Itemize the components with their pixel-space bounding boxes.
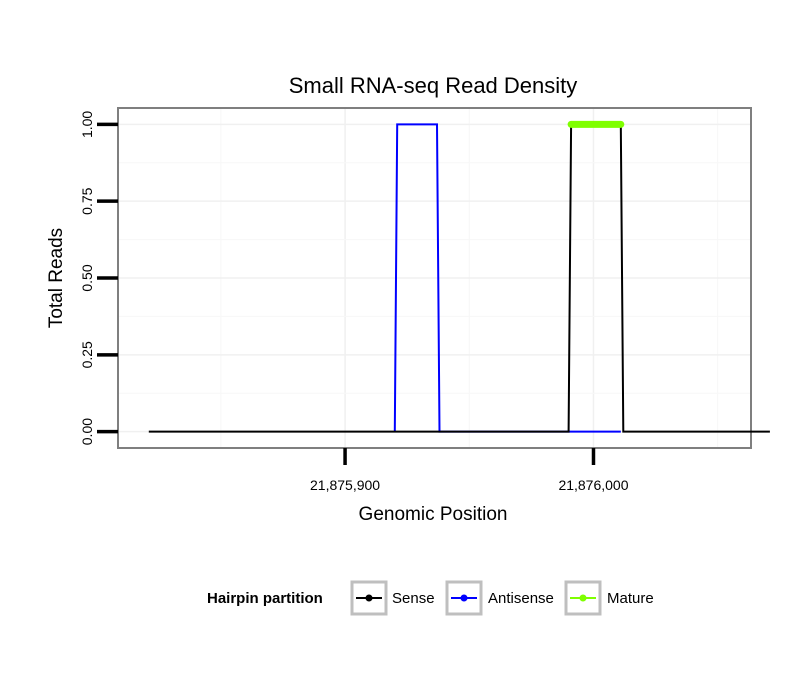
legend-label: Sense [392, 590, 435, 607]
y-tick-label: 0.75 [79, 187, 95, 214]
legend-item-sense: Sense [350, 580, 435, 616]
legend-key-box [350, 580, 388, 616]
legend: Hairpin partition Sense Antisense Mature [207, 580, 654, 616]
legend-key-dot [365, 594, 373, 602]
legend-label: Mature [607, 590, 654, 607]
legend-item-mature: Mature [564, 580, 654, 616]
x-tick-label: 21,875,900 [310, 477, 380, 493]
legend-key-dot [579, 594, 587, 602]
y-tick-label: 1.00 [79, 111, 95, 138]
legend-key-dot [460, 594, 468, 602]
series-group [148, 120, 770, 433]
x-tick-label: 21,876,000 [558, 477, 628, 493]
legend-title: Hairpin partition [207, 590, 323, 607]
axes: 0.00 0.25 0.50 0.75 1.00 21,875,900 21,876,000 [79, 111, 629, 493]
chart-title: Small RNA-seq Read Density [289, 73, 578, 98]
y-tick-label: 0.50 [79, 264, 95, 291]
y-tick-label: 0.25 [79, 341, 95, 368]
x-axis-title: Genomic Position [359, 504, 508, 525]
legend-label: Antisense [488, 590, 554, 607]
legend-item-antisense: Antisense [445, 580, 554, 616]
y-tick-label: 0.00 [79, 418, 95, 445]
y-axis-title: Total Reads [46, 228, 67, 328]
